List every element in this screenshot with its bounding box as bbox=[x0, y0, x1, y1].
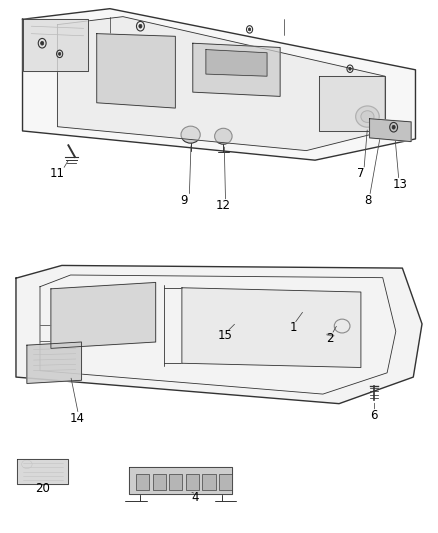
Text: 2: 2 bbox=[327, 332, 334, 345]
Text: 14: 14 bbox=[70, 411, 85, 424]
Polygon shape bbox=[22, 19, 88, 71]
Polygon shape bbox=[27, 342, 81, 383]
Polygon shape bbox=[319, 76, 385, 131]
Polygon shape bbox=[17, 459, 68, 484]
Circle shape bbox=[392, 125, 395, 129]
Bar bbox=[169, 474, 182, 490]
Polygon shape bbox=[193, 43, 280, 96]
Circle shape bbox=[349, 67, 351, 70]
Polygon shape bbox=[16, 265, 422, 403]
Text: 11: 11 bbox=[50, 167, 65, 180]
Polygon shape bbox=[182, 288, 361, 368]
Bar bbox=[186, 474, 199, 490]
Polygon shape bbox=[130, 467, 232, 494]
Text: 6: 6 bbox=[370, 409, 378, 422]
Circle shape bbox=[139, 25, 142, 28]
Ellipse shape bbox=[181, 126, 200, 143]
Bar bbox=[136, 474, 149, 490]
Text: 4: 4 bbox=[191, 491, 199, 504]
Polygon shape bbox=[22, 9, 416, 160]
Text: 7: 7 bbox=[357, 167, 365, 180]
Circle shape bbox=[248, 28, 251, 31]
Text: 12: 12 bbox=[216, 199, 231, 212]
Bar bbox=[152, 474, 166, 490]
Text: 13: 13 bbox=[393, 177, 408, 191]
Polygon shape bbox=[97, 34, 175, 108]
Ellipse shape bbox=[356, 106, 379, 127]
Polygon shape bbox=[51, 282, 155, 349]
Text: 20: 20 bbox=[35, 482, 49, 495]
Text: 8: 8 bbox=[364, 193, 371, 207]
Bar bbox=[202, 474, 215, 490]
Text: 9: 9 bbox=[180, 193, 188, 207]
Polygon shape bbox=[206, 50, 267, 76]
Circle shape bbox=[58, 52, 61, 55]
Ellipse shape bbox=[361, 111, 374, 123]
Text: 15: 15 bbox=[218, 329, 233, 342]
Polygon shape bbox=[57, 17, 385, 151]
Bar bbox=[219, 474, 232, 490]
Polygon shape bbox=[370, 119, 411, 142]
Circle shape bbox=[41, 42, 44, 45]
Ellipse shape bbox=[215, 128, 232, 144]
Text: 1: 1 bbox=[290, 321, 297, 334]
